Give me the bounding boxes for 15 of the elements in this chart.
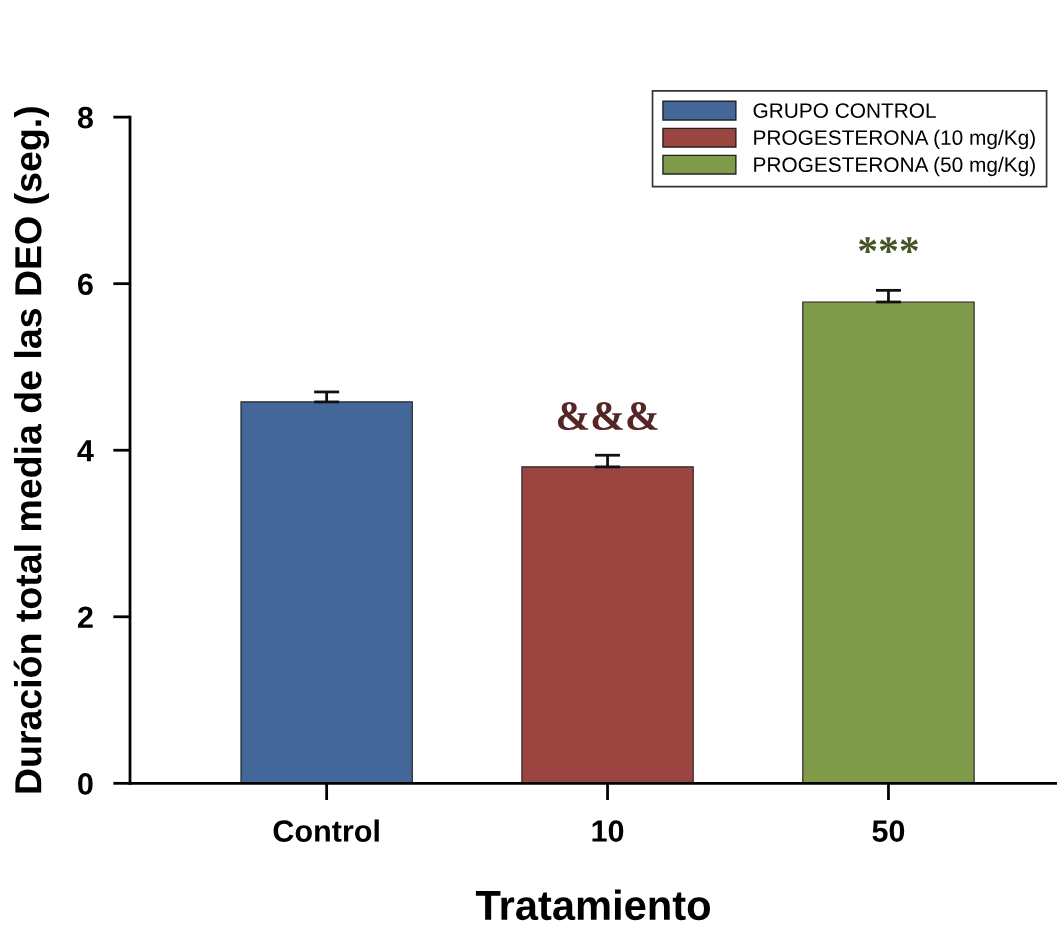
annotation: &&& (557, 401, 658, 431)
y-tick-label: 0 (78, 773, 93, 795)
y-tick-label: 2 (77, 606, 93, 628)
y-tick-label: 8 (77, 106, 93, 129)
x-tick-label: 50 (872, 820, 905, 842)
legend-label: GRUPO CONTROL (753, 103, 936, 118)
x-tick-label: Control (273, 819, 379, 842)
y-axis-title: Duración total media de las DEO (seg.) (13, 107, 50, 793)
x-axis-title: Tratamiento (475, 889, 710, 921)
x-tick-label: 10 (592, 820, 624, 842)
legend-label: PROGESTERONA (50 mg/Kg) (754, 156, 1035, 177)
legend-label: PROGESTERONA (10 mg/Kg) (754, 129, 1035, 150)
y-tick-label: 6 (78, 273, 93, 296)
annotation: *** (858, 237, 918, 254)
y-tick-label: 4 (77, 440, 94, 462)
